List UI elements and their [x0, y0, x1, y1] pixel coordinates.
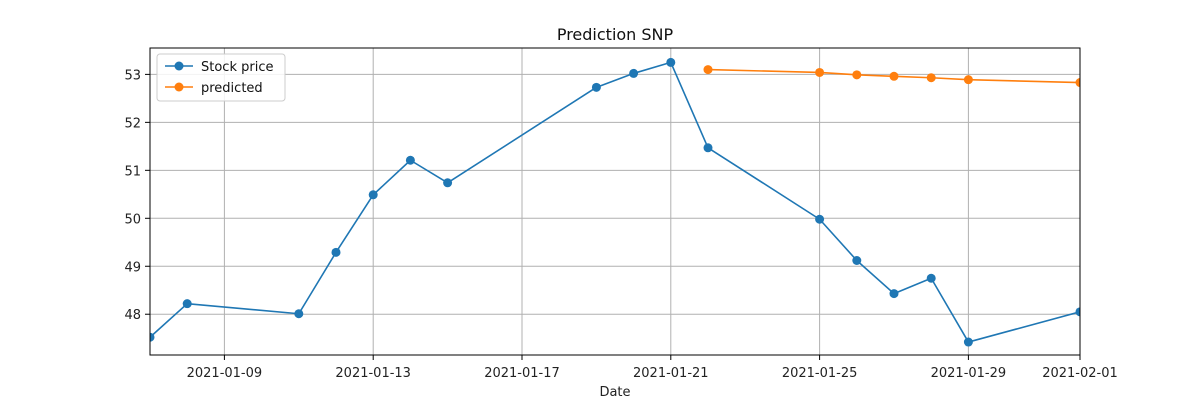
y-tick-label: 50 — [124, 212, 141, 227]
ticks: 2021-01-09 2021-01-13 2021-01-17 2021-01-21… — [124, 68, 1117, 381]
data-point — [703, 65, 713, 75]
data-point — [591, 82, 601, 92]
data-point — [666, 57, 676, 67]
x-tick-label: 2021-01-09 — [187, 366, 263, 381]
data-point — [294, 309, 304, 319]
data-point — [926, 73, 936, 83]
data-point — [889, 71, 899, 81]
data-point — [629, 68, 639, 78]
data-point — [368, 190, 378, 200]
data-point — [852, 256, 862, 266]
x-tick-label: 2021-02-01 — [1042, 366, 1118, 381]
series-predicted — [703, 65, 1080, 88]
chart-title: Prediction SNP — [557, 25, 674, 44]
data-point — [926, 273, 936, 283]
data-point — [150, 332, 155, 342]
data-point — [889, 289, 899, 299]
data-point — [852, 70, 862, 80]
grid — [150, 48, 1081, 355]
data-point — [815, 214, 825, 224]
y-tick-label: 53 — [124, 68, 141, 83]
y-tick-label: 51 — [124, 164, 141, 179]
y-tick-label: 49 — [124, 260, 141, 275]
x-tick-label: 2021-01-25 — [782, 366, 858, 381]
data-point — [331, 247, 341, 257]
x-axis-title: Date — [599, 385, 630, 400]
data-point — [815, 67, 825, 77]
legend-marker — [174, 82, 184, 92]
legend: Stock price predicted — [156, 53, 286, 102]
legend-marker — [174, 61, 184, 71]
x-tick-label: 2021-01-17 — [484, 366, 560, 381]
data-point — [963, 337, 973, 347]
legend-item: predicted — [165, 81, 263, 96]
data-point — [1075, 307, 1080, 317]
data-point — [405, 155, 415, 165]
data-point — [443, 178, 453, 188]
data-point — [963, 75, 973, 85]
data-point — [182, 299, 192, 309]
x-tick-label: 2021-01-13 — [335, 366, 411, 381]
y-tick-label: 48 — [124, 308, 141, 323]
series-stock-price — [150, 57, 1080, 347]
x-tick-label: 2021-01-29 — [931, 366, 1007, 381]
series-line — [150, 61, 1080, 343]
series-layer — [150, 57, 1080, 347]
legend-label: predicted — [201, 81, 263, 96]
data-point — [1075, 78, 1080, 88]
y-tick-label: 52 — [124, 116, 141, 131]
legend-label: Stock price — [201, 60, 273, 75]
plot-area — [149, 47, 1081, 356]
x-tick-label: 2021-01-21 — [633, 366, 709, 381]
legend-item: Stock price — [165, 60, 273, 75]
data-point — [703, 143, 713, 153]
